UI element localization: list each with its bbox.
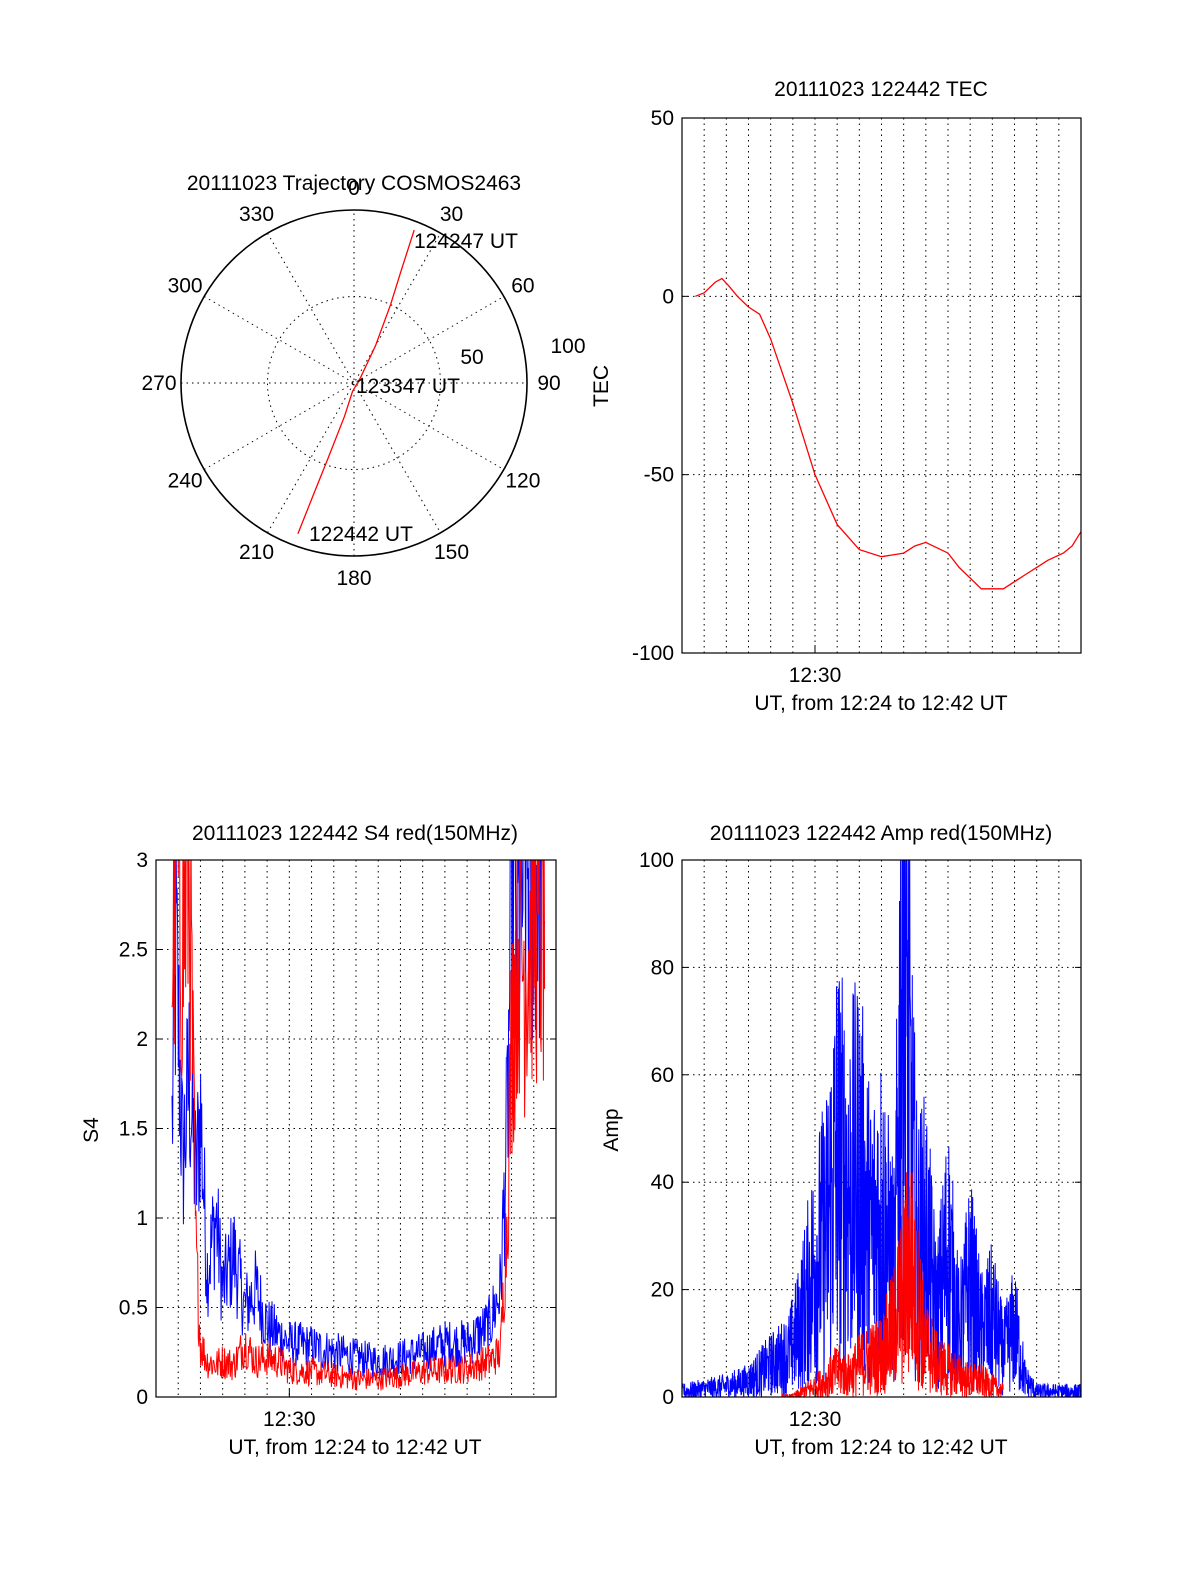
red-series-line <box>695 277 1081 590</box>
azimuth-label: 210 <box>239 541 274 564</box>
amp-y-axis-label: Amp <box>600 1108 623 1151</box>
annotation-end-time: 124247 UT <box>414 230 518 253</box>
radius-label: 50 <box>460 346 483 369</box>
y-tick-label: 20 <box>651 1279 674 1302</box>
plot-frame <box>681 859 1082 1398</box>
amp-chart: 20111023 122442 Amp red(150MHz) Amp UT, … <box>600 822 1082 1459</box>
tec-x-axis-label: UT, from 12:24 to 12:42 UT <box>754 692 1007 715</box>
trajectory-series-line <box>297 229 415 535</box>
annotation-start-time: 122442 UT <box>309 523 413 546</box>
y-tick-label: -50 <box>644 464 674 487</box>
red-series-line <box>781 1172 1004 1397</box>
y-tick-label: 100 <box>639 849 674 872</box>
s4-title: 20111023 122442 S4 red(150MHz) <box>192 822 518 845</box>
tec-title: 20111023 122442 TEC <box>774 78 988 101</box>
y-tick-label: 2 <box>136 1028 148 1051</box>
azimuth-label: 300 <box>168 275 203 298</box>
plot-frame <box>681 117 1082 654</box>
azimuth-label: 120 <box>505 470 540 493</box>
tec-chart: 20111023 122442 TEC TEC UT, from 12:24 t… <box>590 78 1082 715</box>
y-tick-label: 0 <box>662 1386 674 1409</box>
y-tick-label: -100 <box>632 642 674 665</box>
azimuth-label: 30 <box>440 203 463 226</box>
y-tick-label: 1 <box>136 1207 148 1230</box>
y-tick-label: 1.5 <box>119 1118 148 1141</box>
annotation-mid-time: 123347 UT <box>356 375 460 398</box>
azimuth-label: 330 <box>239 203 274 226</box>
y-tick-label: 80 <box>651 956 674 979</box>
y-tick-label: 0 <box>136 1386 148 1409</box>
s4-y-axis-label: S4 <box>80 1117 103 1143</box>
azimuth-label: 180 <box>336 567 371 590</box>
y-tick-label: 60 <box>651 1064 674 1087</box>
y-tick-label: 40 <box>651 1171 674 1194</box>
azimuth-label: 150 <box>434 541 469 564</box>
y-tick-label: 50 <box>651 107 674 130</box>
y-tick-label: 0.5 <box>119 1297 148 1320</box>
plot-data-area <box>695 277 1081 590</box>
tec-y-axis-label: TEC <box>590 365 613 407</box>
s4-chart: 20111023 122442 S4 red(150MHz) S4 UT, fr… <box>80 822 557 1459</box>
x-tick-label: 12:30 <box>789 664 842 687</box>
y-tick-label: 2.5 <box>119 939 148 962</box>
blue-series-line <box>682 860 1081 1397</box>
azimuth-label: 90 <box>537 372 560 395</box>
y-tick-label: 0 <box>662 285 674 308</box>
azimuth-label: 0 <box>348 177 360 200</box>
blue-series-line <box>171 860 546 1378</box>
azimuth-label: 240 <box>168 470 203 493</box>
y-tick-label: 3 <box>136 849 148 872</box>
plot-data-area <box>171 860 546 1391</box>
azimuth-label: 60 <box>511 275 534 298</box>
trajectory-polar-plot: 20111023 Trajectory COSMOS2463 0 30 60 90 12… <box>141 172 585 590</box>
red-series-line <box>171 860 546 1391</box>
radius-label: 100 <box>550 335 585 358</box>
trajectory-title: 20111023 Trajectory COSMOS2463 <box>187 172 521 195</box>
amp-x-axis-label: UT, from 12:24 to 12:42 UT <box>754 1436 1007 1459</box>
azimuth-label: 270 <box>141 372 176 395</box>
polar-outer-circle <box>180 209 528 557</box>
s4-x-axis-label: UT, from 12:24 to 12:42 UT <box>228 1436 481 1459</box>
x-tick-label: 12:30 <box>263 1408 316 1431</box>
x-tick-label: 12:30 <box>789 1408 842 1431</box>
plot-data-area <box>682 860 1081 1397</box>
amp-title: 20111023 122442 Amp red(150MHz) <box>710 822 1052 845</box>
